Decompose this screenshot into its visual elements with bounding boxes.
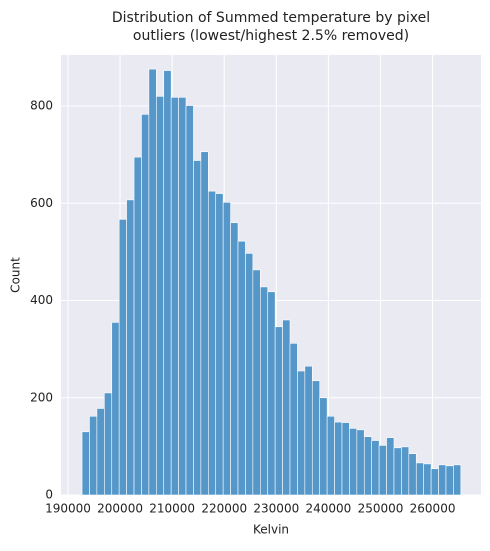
x-tick-label: 200000 — [97, 502, 143, 516]
bar — [89, 415, 98, 496]
bar — [96, 408, 105, 496]
bar — [445, 465, 454, 496]
bar — [148, 68, 157, 496]
chart-title: Distribution of Summed temperature by pi… — [112, 10, 430, 26]
bar — [371, 440, 380, 496]
bar — [215, 193, 224, 496]
bar — [178, 96, 187, 496]
bar — [245, 253, 254, 496]
bar — [297, 370, 306, 496]
bar — [193, 160, 202, 496]
bar — [237, 240, 246, 496]
x-tick-label: 220000 — [201, 502, 247, 516]
bar — [415, 462, 424, 496]
bar — [252, 269, 261, 496]
y-tick-label: 200 — [30, 390, 53, 404]
bar — [430, 468, 439, 496]
x-tick-label: 190000 — [45, 502, 91, 516]
bar — [259, 286, 269, 496]
bar — [126, 199, 135, 496]
bar — [304, 365, 313, 496]
bar — [200, 151, 209, 496]
bar — [341, 422, 350, 496]
x-tick-label: 210000 — [149, 502, 195, 516]
bar — [156, 96, 165, 496]
bar — [208, 190, 217, 496]
x-axis-label: Kelvin — [253, 523, 289, 537]
bar — [453, 464, 462, 496]
bar — [282, 319, 291, 496]
x-tick-label: 260000 — [410, 502, 456, 516]
y-tick-label: 0 — [45, 488, 53, 502]
bar — [401, 446, 410, 496]
chart-title: outliers (lowest/highest 2.5% removed) — [133, 28, 409, 44]
bar — [363, 436, 372, 496]
bar — [378, 445, 387, 496]
bar — [267, 291, 276, 496]
bar — [326, 415, 335, 496]
y-axis-label: Count — [9, 257, 23, 293]
bar — [311, 380, 321, 496]
bar — [319, 397, 328, 496]
bar — [356, 429, 365, 496]
bar — [222, 202, 231, 496]
y-tick-label: 400 — [30, 293, 53, 307]
bar — [104, 392, 113, 496]
bar — [185, 105, 194, 496]
bar — [118, 219, 127, 496]
bar — [334, 421, 343, 496]
bar — [274, 326, 283, 496]
bar — [438, 464, 447, 496]
bar — [141, 114, 150, 496]
x-tick-label: 250000 — [358, 502, 404, 516]
bar — [393, 447, 402, 496]
bar — [408, 453, 417, 496]
bar — [133, 156, 142, 496]
bar — [163, 70, 172, 496]
bar — [81, 431, 90, 496]
x-tick-label: 230000 — [253, 502, 299, 516]
x-tick-label: 240000 — [305, 502, 351, 516]
bar — [289, 343, 298, 496]
y-tick-label: 800 — [30, 99, 53, 113]
bar — [170, 96, 179, 496]
bar — [423, 463, 432, 496]
bar — [386, 437, 395, 496]
bar — [111, 322, 120, 496]
bar — [349, 428, 358, 496]
y-tick-label: 600 — [30, 196, 53, 210]
bar — [230, 222, 239, 496]
